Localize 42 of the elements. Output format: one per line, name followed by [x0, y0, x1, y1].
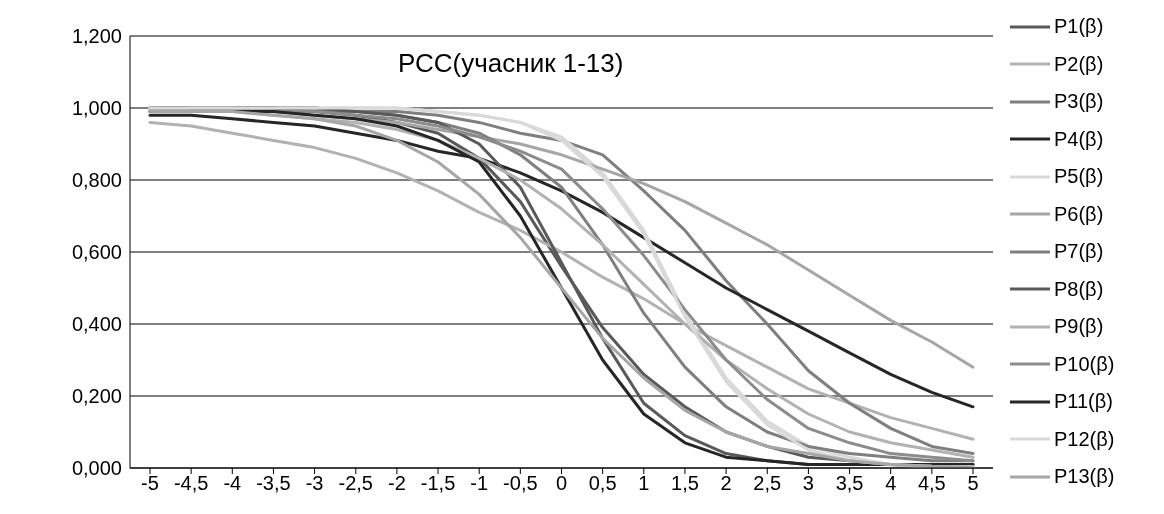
y-tick-label: 0,400 — [71, 313, 122, 336]
x-tick-label: -1,5 — [420, 472, 456, 495]
legend-label: P11(β) — [1054, 390, 1113, 414]
x-tick-label: 0,5 — [588, 472, 617, 495]
legend-label: P6(β) — [1054, 202, 1104, 226]
legend-label: P4(β) — [1054, 127, 1104, 151]
x-tick-label: 3 — [802, 472, 814, 495]
legend-label: P5(β) — [1054, 165, 1104, 189]
x-tick-label: -4,5 — [173, 472, 209, 495]
x-tick-label: -3 — [305, 472, 324, 495]
text: РСС(учасник 1-13) — [398, 48, 624, 79]
x-tick-label: 4,5 — [917, 472, 946, 495]
x-tick-label: -0,5 — [503, 472, 538, 495]
legend-label: P10(β) — [1054, 352, 1115, 376]
x-tick-label: -1 — [470, 472, 489, 495]
x-tick-label: 4 — [885, 472, 897, 495]
y-tick-label: 1,000 — [71, 97, 122, 120]
legend-label: P1(β) — [1054, 15, 1104, 39]
x-tick-label: -2 — [388, 472, 406, 495]
x-tick-label: 1 — [638, 472, 650, 495]
legend-label: P12(β) — [1054, 427, 1115, 451]
legend-label: P3(β) — [1054, 90, 1104, 114]
x-tick-label: -4 — [223, 472, 242, 495]
x-tick-label: 3,5 — [835, 472, 864, 495]
y-tick-label: 0,600 — [71, 241, 122, 264]
x-tick-label: -2,5 — [338, 472, 373, 495]
legend-label: P13(β) — [1054, 465, 1115, 489]
y-tick-label: 1,200 — [71, 25, 122, 48]
x-tick-label: 5 — [967, 472, 979, 495]
x-tick-label: 2 — [720, 472, 732, 495]
legend-label: P9(β) — [1054, 315, 1104, 339]
y-tick-label: 0,200 — [71, 385, 122, 408]
x-tick-label: 1,5 — [671, 472, 699, 495]
legend-label: P8(β) — [1054, 277, 1104, 301]
x-tick-label: -5 — [141, 472, 159, 495]
x-tick-label: 0 — [555, 472, 568, 495]
x-tick-label: 2,5 — [753, 472, 782, 495]
legend-label: P2(β) — [1054, 52, 1104, 76]
x-tick-label: -3,5 — [256, 472, 291, 495]
y-tick-label: 0,000 — [71, 457, 122, 480]
y-tick-label: 0,800 — [71, 169, 122, 192]
legend-label: P7(β) — [1054, 240, 1104, 264]
